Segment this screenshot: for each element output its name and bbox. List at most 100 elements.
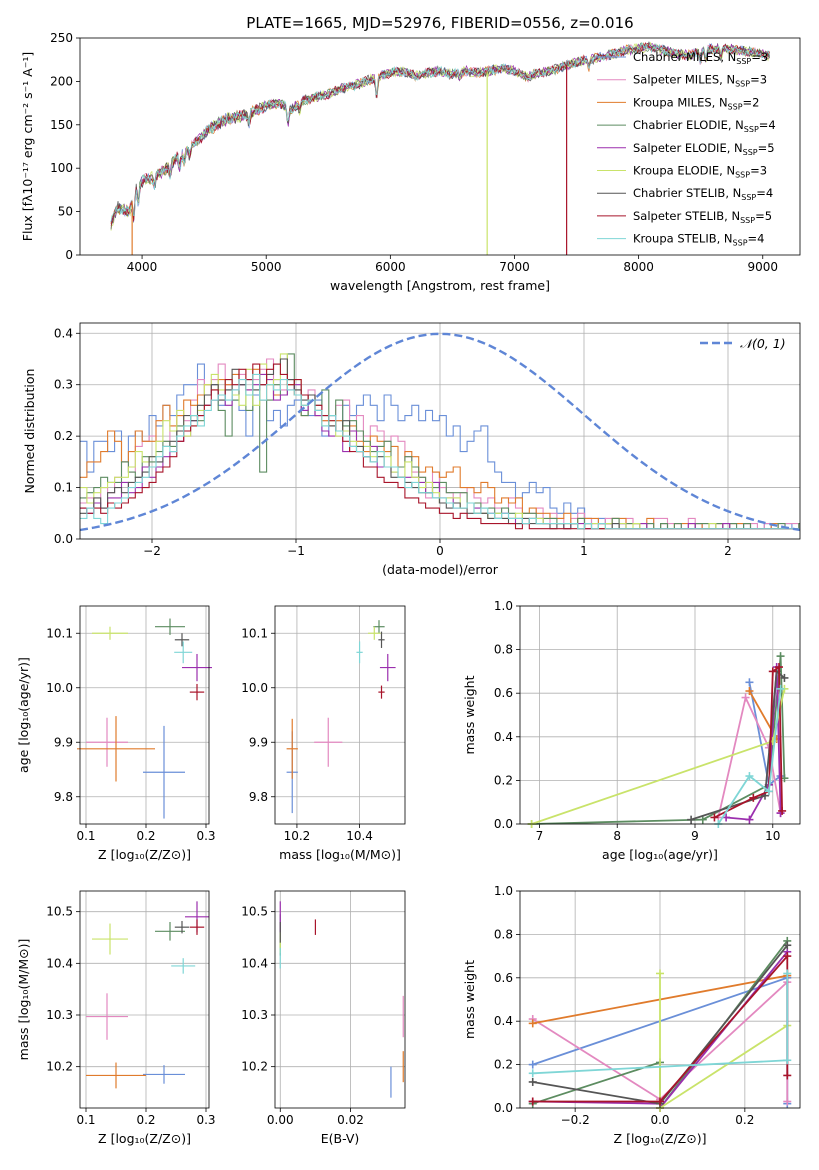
x-tick-label: 0.0 bbox=[650, 1113, 669, 1127]
y-tick-label: 10.4 bbox=[241, 956, 268, 970]
legend-label: Chabrier STELIB, N bbox=[633, 186, 741, 200]
axes-frame bbox=[275, 891, 405, 1108]
legend-entry: Salpeter STELIB, NSSP=5 bbox=[633, 209, 772, 225]
histogram-chabrier-miles bbox=[80, 364, 806, 529]
y-tick-label: 200 bbox=[50, 74, 73, 88]
legend-suffix: =4 bbox=[748, 232, 765, 246]
weight-marker bbox=[783, 1056, 791, 1064]
y-tick-label: 9.9 bbox=[249, 735, 268, 749]
x-tick-label: 8000 bbox=[623, 260, 654, 274]
y-tick-label: 9.8 bbox=[54, 790, 73, 804]
error-cross-kroupa-stelib bbox=[171, 958, 195, 974]
legend-sub: SSP bbox=[728, 102, 743, 111]
y-axis-label: mass [log₁₀(M/M⊙)] bbox=[16, 939, 31, 1061]
x-tick-label: −0.2 bbox=[561, 1113, 590, 1127]
error-cross-chabrier-stelib bbox=[378, 632, 384, 648]
error-cross-salpeter-miles bbox=[314, 718, 342, 767]
x-tick-label: −1 bbox=[287, 544, 305, 558]
x-tick-label: 10.4 bbox=[346, 829, 373, 843]
chart-title: PLATE=1665, MJD=52976, FIBERID=0556, z=0… bbox=[246, 14, 633, 32]
axes-age_vs_mass: 10.2 10.49.89.910.010.1 bbox=[241, 606, 405, 843]
legend-sub: SSP bbox=[733, 239, 748, 248]
legend-label: Kroupa ELODIE, N bbox=[633, 164, 735, 178]
legend-label: Kroupa MILES, N bbox=[633, 95, 728, 109]
error-cross-salpeter-elodie bbox=[182, 654, 212, 681]
legend-sub: SSP bbox=[735, 171, 750, 180]
x-tick-label: 1 bbox=[580, 544, 588, 558]
legend-suffix: =4 bbox=[756, 186, 773, 200]
weight-marker bbox=[783, 1071, 791, 1079]
y-axis-label: mass weight bbox=[462, 960, 477, 1039]
x-axis-label: E(B-V) bbox=[321, 1131, 360, 1146]
error-cross-salpeter-miles bbox=[86, 718, 128, 767]
y-axis-label: mass weight bbox=[462, 675, 477, 754]
error-cross-salpeter-miles bbox=[86, 993, 128, 1040]
x-tick-label: 4000 bbox=[127, 260, 158, 274]
error-cross-chabrier-elodie bbox=[155, 619, 185, 635]
x-axis-label: mass [log₁₀(M/M⊙)] bbox=[279, 847, 401, 862]
weight-marker bbox=[745, 678, 753, 686]
y-tick-label: 0.0 bbox=[494, 1101, 513, 1115]
weight-marker bbox=[656, 969, 664, 977]
y-tick-label: 0.8 bbox=[494, 927, 513, 941]
y-tick-label: 0.6 bbox=[494, 971, 513, 985]
x-axis-label: age [log₁₀(age/yr)] bbox=[602, 847, 718, 862]
legend-entry: Salpeter ELODIE, NSSP=5 bbox=[633, 141, 775, 157]
error-cross-chabrier-stelib bbox=[175, 633, 189, 646]
histogram-salpeter-elodie bbox=[80, 374, 806, 528]
legend-suffix: =3 bbox=[750, 164, 767, 178]
legend-label: Chabrier MILES, N bbox=[633, 50, 736, 64]
y-tick-label: 10.3 bbox=[241, 1008, 268, 1022]
y-tick-label: 10.0 bbox=[241, 681, 268, 695]
y-tick-label: 1.0 bbox=[494, 599, 513, 613]
y-axis-label: age [log₁₀(age/yr)] bbox=[16, 657, 31, 773]
legend-suffix: =2 bbox=[743, 95, 760, 109]
x-tick-label: −2 bbox=[143, 544, 161, 558]
y-tick-label: 10.5 bbox=[241, 905, 268, 919]
x-axis-label: (data-model)/error bbox=[382, 562, 499, 577]
y-tick-label: 100 bbox=[50, 161, 73, 175]
legend-suffix: =5 bbox=[758, 141, 775, 155]
y-tick-label: 0 bbox=[65, 248, 73, 262]
y-tick-label: 0.0 bbox=[494, 817, 513, 831]
legend-entry: Kroupa STELIB, NSSP=4 bbox=[633, 232, 764, 248]
x-tick-label: 0.00 bbox=[267, 1113, 294, 1127]
legend-sub: SSP bbox=[744, 125, 759, 134]
y-tick-label: 150 bbox=[50, 118, 73, 132]
axes-mass_vs_ebv: 0.00 0.0210.210.310.410.5 bbox=[241, 891, 405, 1127]
legend-label: Kroupa STELIB, N bbox=[633, 232, 733, 246]
histogram-kroupa-miles bbox=[80, 369, 806, 528]
y-tick-label: 10.0 bbox=[46, 681, 73, 695]
legend-label: Salpeter ELODIE, N bbox=[633, 141, 743, 155]
weight-marker bbox=[529, 1061, 537, 1069]
y-tick-label: 10.1 bbox=[46, 626, 73, 640]
x-tick-label: 8 bbox=[613, 829, 621, 843]
axes-age_vs_Z: 0.1 0.2 0.3 9.8 9.9 10.0 10.1 bbox=[46, 606, 215, 843]
y-tick-label: 0.8 bbox=[494, 643, 513, 657]
weight-marker bbox=[777, 652, 785, 660]
x-tick-label: 0.2 bbox=[136, 1113, 155, 1127]
y-tick-label: 0.0 bbox=[54, 532, 73, 546]
y-tick-label: 250 bbox=[50, 31, 73, 45]
histogram-kroupa-stelib bbox=[80, 374, 806, 528]
weight-line-kroupa-elodie bbox=[532, 689, 785, 824]
x-tick-label: 9 bbox=[691, 829, 699, 843]
axes-mass_vs_Z: 0.1 0.2 0.310.210.310.410.5 bbox=[46, 891, 215, 1127]
y-tick-label: 10.4 bbox=[46, 956, 73, 970]
legend-entry: Salpeter MILES, NSSP=3 bbox=[633, 73, 767, 89]
y-tick-label: 10.1 bbox=[241, 626, 268, 640]
legend-suffix: =5 bbox=[755, 209, 772, 223]
x-tick-label: 2 bbox=[724, 544, 732, 558]
error-cross-kroupa-stelib bbox=[356, 641, 362, 663]
y-tick-label: 50 bbox=[58, 205, 73, 219]
x-tick-label: 10 bbox=[765, 829, 780, 843]
x-tick-label: 0.1 bbox=[76, 829, 95, 843]
weight-marker bbox=[745, 816, 753, 824]
x-tick-label: 7000 bbox=[499, 260, 530, 274]
y-tick-label: 0.4 bbox=[494, 730, 513, 744]
legend-entry: Kroupa ELODIE, NSSP=3 bbox=[633, 164, 767, 180]
weight-marker bbox=[529, 1078, 537, 1086]
error-cross-chabrier-miles bbox=[143, 726, 185, 819]
x-axis-label: Z [log₁₀(Z/Z⊙)] bbox=[98, 1131, 191, 1146]
legend-suffix: =3 bbox=[751, 50, 768, 64]
